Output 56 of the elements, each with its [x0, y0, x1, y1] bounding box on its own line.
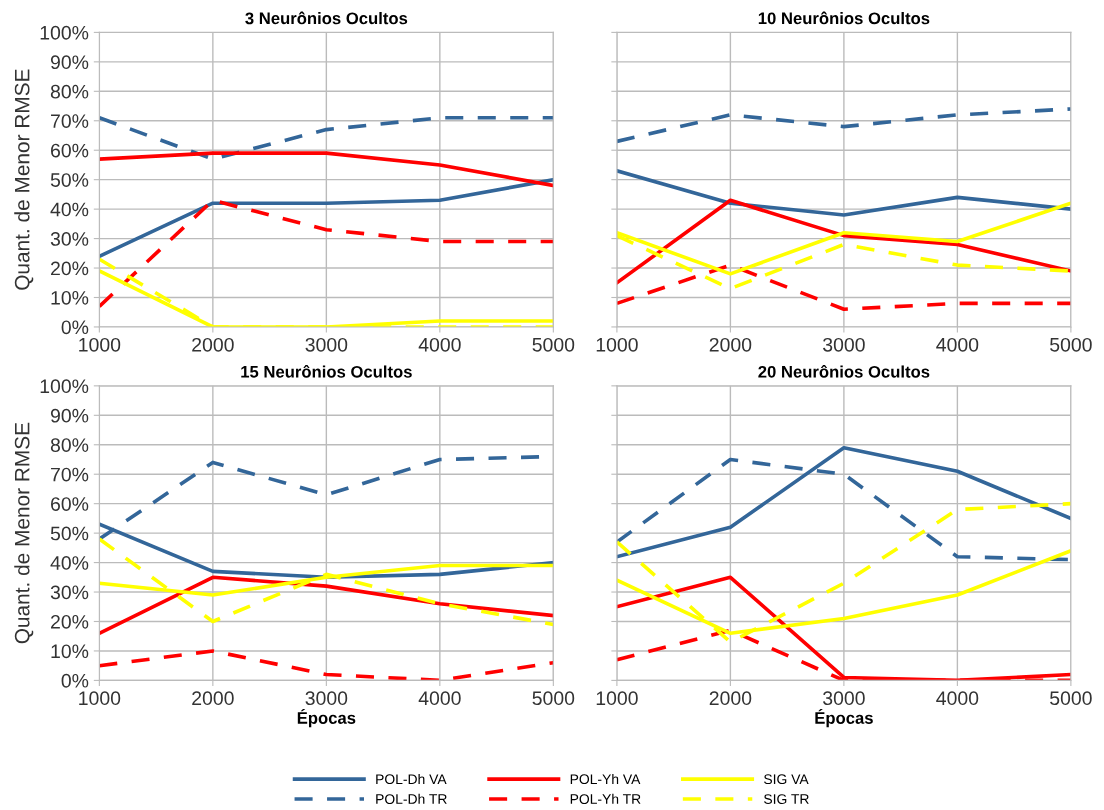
x-tick-label: 5000: [1050, 337, 1092, 352]
y-tick-label: 30%: [50, 585, 89, 600]
chart-title: 20 Neurônios Ocultos: [758, 365, 930, 378]
y-tick-label: 40%: [50, 556, 89, 570]
x-tick-label: 2000: [192, 691, 234, 706]
legend-label: SIG VA: [764, 774, 809, 785]
y-tick-label: 0%: [61, 673, 89, 688]
y-tick-label: 70%: [51, 114, 89, 128]
y-tick-label: 50%: [50, 173, 89, 187]
x-tick-label: 1000: [79, 691, 121, 706]
legend-label: POL-Dh VA: [376, 773, 447, 785]
y-tick-label: 70%: [51, 467, 89, 482]
y-tick-label: 80%: [50, 84, 89, 99]
x-tick-label: 4000: [936, 337, 979, 352]
x-axis-title: Épocas: [815, 708, 873, 728]
x-tick-label: 5000: [532, 337, 575, 352]
x-tick-label: 3000: [305, 691, 348, 706]
y-tick-label: 60%: [51, 497, 89, 511]
legend-label: POL-Yh VA: [570, 773, 641, 785]
x-axis-title: Épocas: [297, 708, 356, 728]
x-tick-label: 3000: [305, 337, 348, 352]
y-tick-label: 40%: [50, 202, 89, 217]
y-axis-title: Quant. de Menor RMSE: [14, 69, 34, 290]
y-tick-label: 100%: [40, 25, 89, 40]
y-tick-label: 80%: [50, 438, 89, 452]
x-tick-label: 5000: [532, 691, 575, 706]
legend-label: SIG TR: [764, 794, 809, 804]
x-tick-label: 3000: [823, 337, 865, 352]
x-tick-label: 4000: [936, 691, 979, 706]
y-axis-title: Quant. de Menor RMSE: [14, 422, 34, 644]
y-tick-label: 60%: [51, 143, 89, 158]
x-tick-label: 4000: [418, 337, 461, 352]
y-tick-label: 10%: [51, 644, 89, 659]
chart-title: 10 Neurônios Ocultos: [758, 11, 930, 25]
x-tick-label: 2000: [709, 691, 752, 706]
y-tick-label: 0%: [61, 320, 89, 335]
x-tick-label: 2000: [709, 337, 752, 352]
chart-title: 15 Neurônios Ocultos: [241, 365, 412, 378]
x-tick-label: 4000: [418, 691, 461, 706]
x-tick-label: 3000: [823, 691, 865, 706]
y-tick-label: 20%: [51, 614, 89, 629]
x-tick-label: 1000: [79, 337, 121, 352]
x-tick-label: 1000: [596, 337, 638, 352]
y-tick-label: 90%: [50, 408, 89, 423]
y-tick-label: 90%: [50, 55, 89, 70]
legend-label: POL-Yh TR: [570, 793, 641, 804]
y-tick-label: 20%: [51, 261, 89, 276]
x-tick-label: 2000: [192, 337, 234, 352]
y-tick-label: 50%: [50, 526, 89, 541]
y-tick-label: 10%: [51, 290, 89, 305]
legend-label: POL-Dh TR: [376, 793, 447, 804]
y-tick-label: 30%: [50, 232, 89, 246]
x-tick-label: 5000: [1050, 691, 1092, 706]
x-tick-label: 1000: [596, 691, 638, 706]
chart-title: 3 Neurônios Ocultos: [245, 11, 408, 25]
y-tick-label: 100%: [40, 379, 89, 394]
